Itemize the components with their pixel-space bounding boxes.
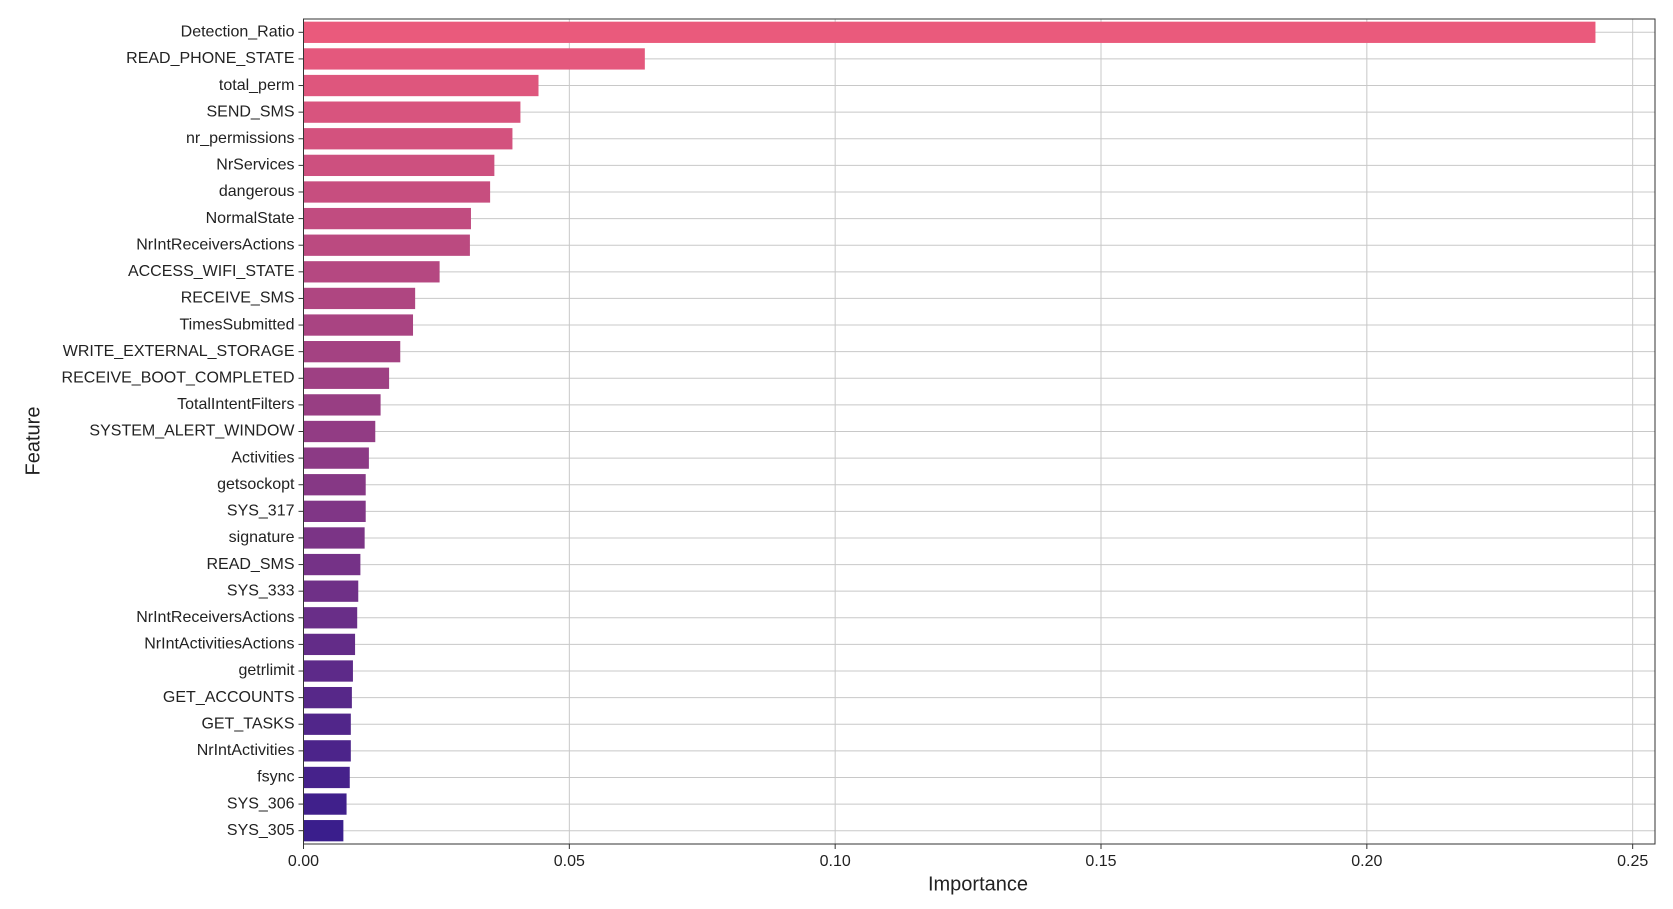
x-tick-label: 0.10 — [820, 853, 851, 870]
y-tick-label: SYS_306 — [227, 795, 295, 812]
bar — [303, 261, 440, 283]
bar — [303, 394, 381, 416]
y-tick-label: NrIntReceiversActions — [136, 609, 294, 626]
y-tick-label: signature — [229, 529, 295, 546]
bar — [303, 314, 414, 336]
y-tick-label: ACCESS_WIFI_STATE — [128, 263, 295, 280]
y-tick-label: SYS_333 — [227, 582, 295, 599]
bar — [303, 686, 352, 709]
x-tick-label: 0.25 — [1617, 853, 1648, 870]
y-tick-label: RECEIVE_BOOT_COMPLETED — [62, 369, 295, 386]
y-tick-label: READ_PHONE_STATE — [126, 50, 294, 67]
x-tick-label: 0.00 — [288, 853, 319, 870]
bar — [303, 447, 369, 469]
bar — [303, 367, 390, 389]
bar — [303, 713, 351, 735]
bar — [303, 740, 351, 762]
y-tick-label: Activities — [231, 449, 294, 466]
bar — [303, 420, 376, 443]
bar — [303, 633, 356, 656]
y-tick-label: Detection_Ratio — [181, 24, 295, 41]
bar — [303, 181, 491, 203]
bar — [303, 766, 350, 789]
bar — [303, 48, 645, 70]
y-tick-label: NormalState — [206, 210, 295, 227]
y-tick-label: NrServices — [216, 157, 294, 174]
bar — [303, 500, 366, 522]
x-axis-label: Importance — [928, 873, 1028, 895]
y-tick-label: SEND_SMS — [206, 103, 294, 120]
y-tick-label: NrIntActivities — [197, 742, 295, 759]
y-tick-label: TotalIntentFilters — [177, 396, 294, 413]
y-tick-label: total_perm — [219, 77, 295, 94]
bar — [303, 820, 344, 842]
y-tick-label: WRITE_EXTERNAL_STORAGE — [63, 343, 295, 360]
x-tick-label: 0.15 — [1085, 853, 1116, 870]
y-tick-label: getsockopt — [217, 476, 295, 493]
y-tick-label: SYS_317 — [227, 503, 295, 520]
bar — [303, 234, 470, 256]
bar — [303, 607, 358, 629]
bar — [303, 660, 353, 682]
x-tick-label: 0.05 — [554, 853, 585, 870]
y-tick-label: SYSTEM_ALERT_WINDOW — [89, 423, 295, 440]
y-tick-label: TimesSubmitted — [180, 316, 295, 333]
bar — [303, 74, 539, 97]
y-tick-label: getrlimit — [238, 662, 295, 679]
y-tick-label: NrIntReceiversActions — [136, 236, 294, 253]
bar — [303, 793, 347, 815]
bar — [303, 101, 521, 123]
bar — [303, 341, 401, 363]
plot-frame — [303, 18, 1656, 845]
bar — [303, 474, 366, 496]
x-tick-label: 0.20 — [1351, 853, 1382, 870]
y-tick-label: RECEIVE_SMS — [181, 290, 295, 307]
bar — [303, 287, 416, 310]
y-tick-label: GET_TASKS — [201, 715, 294, 732]
y-tick-label: GET_ACCOUNTS — [163, 689, 295, 706]
bar — [303, 527, 365, 549]
y-tick-label: dangerous — [219, 183, 295, 200]
bar — [303, 553, 361, 576]
y-tick-label: SYS_305 — [227, 822, 295, 839]
y-tick-label: fsync — [257, 769, 294, 786]
y-axis-label: Feature — [22, 407, 44, 476]
y-tick-label: nr_permissions — [186, 130, 294, 147]
bar — [303, 580, 359, 602]
y-tick-label: NrIntActivitiesActions — [144, 636, 294, 653]
bar — [303, 128, 513, 150]
bar — [303, 154, 495, 177]
y-tick-label: READ_SMS — [206, 556, 294, 573]
bar — [303, 207, 471, 230]
bar — [303, 21, 1596, 43]
